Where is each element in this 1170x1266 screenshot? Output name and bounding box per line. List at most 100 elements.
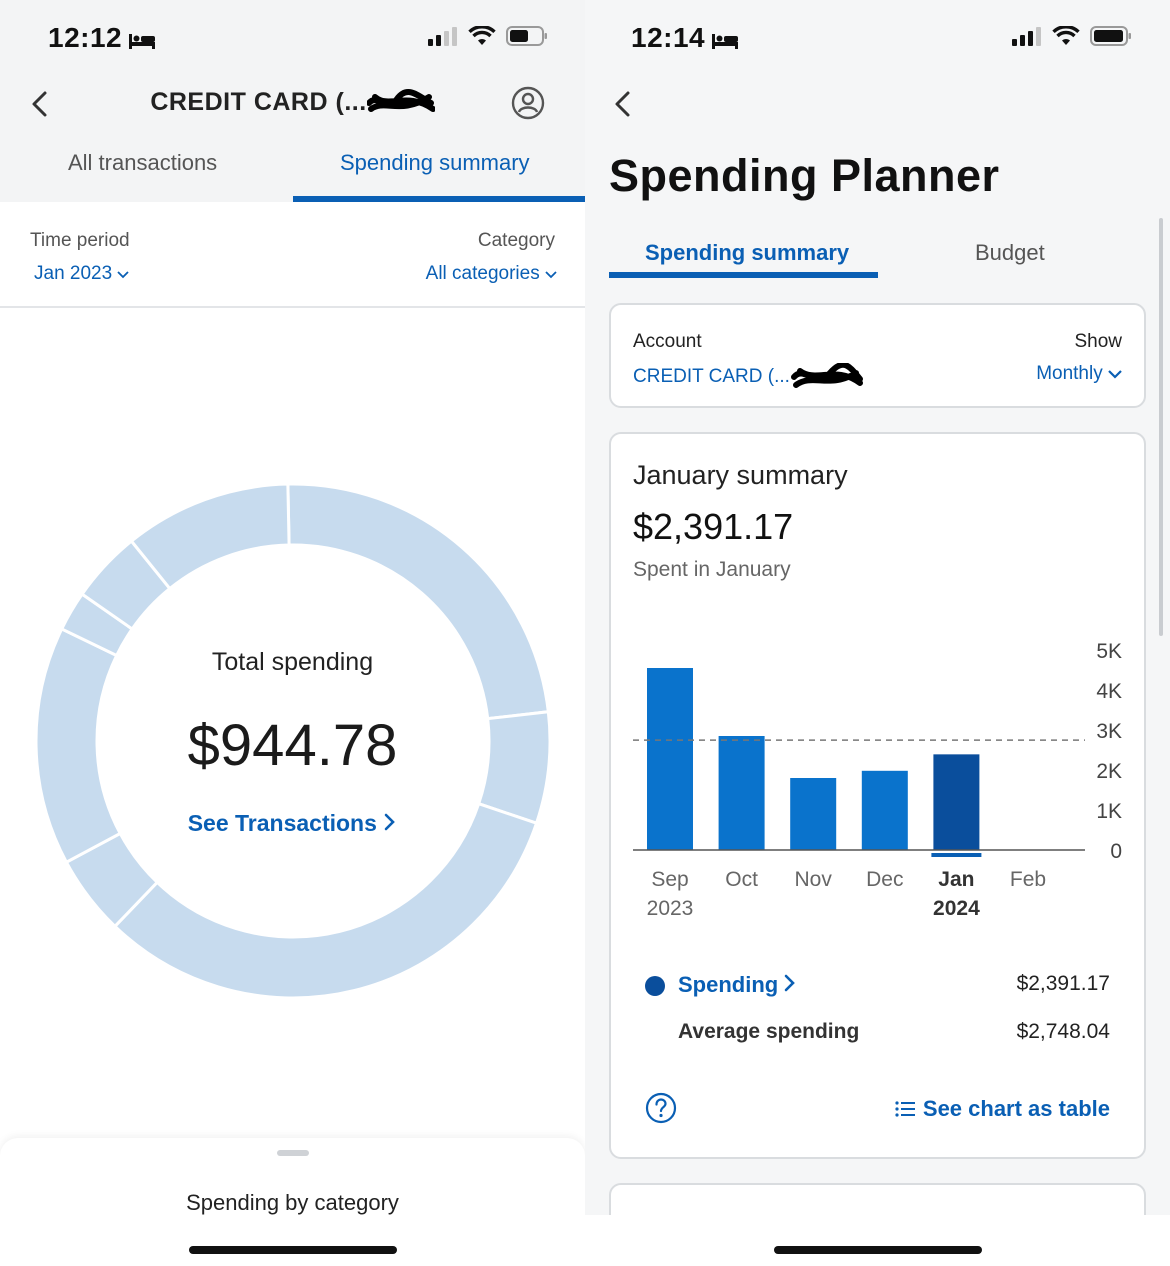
account-selector[interactable]: CREDIT CARD (... xyxy=(633,361,864,391)
see-chart-as-table-label: See chart as table xyxy=(922,1096,1110,1121)
home-indicator[interactable] xyxy=(189,1246,397,1254)
y-tick-label: 5K xyxy=(1096,640,1122,663)
status-time: 12:14 xyxy=(631,22,739,54)
battery-icon xyxy=(1090,26,1131,46)
page-title-text: CREDIT CARD (... xyxy=(150,88,367,116)
help-icon[interactable] xyxy=(645,1092,677,1124)
summary-card: January summary $2,391.17 Spent in Janua… xyxy=(609,432,1146,1159)
bar[interactable] xyxy=(647,668,693,850)
spending-link[interactable]: Spending xyxy=(678,972,796,998)
show-dropdown[interactable]: Monthly xyxy=(1036,363,1122,385)
spending-legend-dot xyxy=(645,976,665,996)
chevron-down-icon xyxy=(117,271,130,279)
time-period-label: Time period xyxy=(30,230,130,251)
status-bar: 12:14 xyxy=(585,0,1170,78)
spending-summary-screen: 12:12 CREDIT CARD (... All transactions … xyxy=(0,0,585,1266)
redacted-mark xyxy=(790,361,863,388)
cellular-signal-icon xyxy=(1012,27,1041,46)
monthly-spending-bar-chart: 0 1K 2K 3K 4K 5K Sep 2023 Oct Nov Dec Jan 2024 Feb xyxy=(633,640,1122,920)
status-time-text: 12:14 xyxy=(631,22,706,53)
selected-month-underline xyxy=(931,853,982,857)
wifi-icon xyxy=(1052,26,1080,45)
x-tick-label: Jan xyxy=(938,868,974,891)
status-time: 12:12 xyxy=(48,22,156,54)
active-tab-indicator xyxy=(609,272,878,278)
y-tick-label: 0 xyxy=(1110,840,1122,863)
spending-donut-chart xyxy=(34,482,552,1000)
chevron-right-icon xyxy=(384,813,396,831)
chevron-down-icon xyxy=(1108,370,1122,379)
x-tick-label: Feb xyxy=(1010,868,1046,891)
account-card: Account CREDIT CARD (... Show Monthly xyxy=(609,303,1146,408)
back-button[interactable] xyxy=(26,89,56,119)
status-time-text: 12:12 xyxy=(48,22,123,53)
summary-subtitle: Spent in January xyxy=(633,558,791,581)
back-button[interactable] xyxy=(609,89,639,119)
average-spending-value: $2,748.04 xyxy=(1016,1020,1110,1043)
active-tab-indicator xyxy=(293,196,585,202)
sheet-title: Spending by category xyxy=(186,1190,399,1215)
y-tick-label: 4K xyxy=(1096,680,1122,703)
bar[interactable] xyxy=(933,754,980,850)
see-transactions-link[interactable]: See Transactions xyxy=(0,810,585,837)
spending-value: $2,391.17 xyxy=(1016,972,1110,995)
summary-amount: $2,391.17 xyxy=(633,506,794,547)
page-title: Spending Planner xyxy=(609,150,1000,201)
total-spending-label: Total spending xyxy=(211,648,374,676)
total-spending-amount: $944.78 xyxy=(187,713,398,778)
status-icons xyxy=(1012,26,1132,46)
tab-spending-summary[interactable]: Spending summary xyxy=(645,240,850,265)
category-value: All categories xyxy=(425,263,540,284)
account-value: CREDIT CARD (... xyxy=(633,366,790,388)
see-transactions-label: See Transactions xyxy=(187,810,377,836)
show-value: Monthly xyxy=(1036,363,1103,384)
spending-legend-label: Spending xyxy=(678,972,779,997)
profile-icon[interactable] xyxy=(511,86,545,120)
account-label: Account xyxy=(633,331,702,352)
chevron-right-icon xyxy=(785,974,796,992)
sleep-icon xyxy=(712,33,739,49)
donut-segment[interactable] xyxy=(129,482,291,591)
chevron-down-icon xyxy=(545,271,557,279)
tab-budget[interactable]: Budget xyxy=(975,240,1045,265)
redacted-mark xyxy=(366,89,435,113)
bottom-safe-area xyxy=(585,1215,1170,1266)
cellular-signal-icon xyxy=(428,27,457,46)
summary-title: January summary xyxy=(633,460,848,490)
bar[interactable] xyxy=(861,770,908,850)
time-period-value: Jan 2023 xyxy=(34,263,113,284)
donut-segment[interactable] xyxy=(112,801,539,1000)
bar[interactable] xyxy=(718,736,765,850)
status-bar: 12:12 xyxy=(0,0,585,78)
x-tick-label: Sep xyxy=(651,868,688,891)
battery-icon xyxy=(506,26,547,46)
list-icon xyxy=(895,1101,915,1117)
sheet-drag-handle[interactable] xyxy=(277,1150,309,1156)
y-tick-label: 2K xyxy=(1096,760,1122,783)
scrollbar[interactable] xyxy=(1159,218,1163,636)
average-spending-label: Average spending xyxy=(678,1020,860,1043)
bar[interactable] xyxy=(790,778,837,850)
tab-spending-summary[interactable]: Spending summary xyxy=(340,150,530,175)
x-tick-sublabel: 2023 xyxy=(647,897,694,920)
y-tick-label: 1K xyxy=(1096,800,1122,823)
show-label: Show xyxy=(1074,331,1122,352)
x-tick-sublabel: 2024 xyxy=(933,897,980,920)
tab-all-transactions[interactable]: All transactions xyxy=(68,150,218,175)
y-tick-label: 3K xyxy=(1096,720,1122,743)
home-indicator[interactable] xyxy=(774,1246,982,1254)
sleep-icon xyxy=(129,33,156,49)
donut-segment[interactable] xyxy=(286,482,550,721)
spending-planner-screen: 12:14 Spending Planner Spending summary … xyxy=(585,0,1170,1266)
category-label: Category xyxy=(477,230,555,251)
category-dropdown[interactable]: All categories xyxy=(426,263,557,285)
see-chart-as-table-link[interactable]: See chart as table xyxy=(895,1096,1110,1122)
page-title: CREDIT CARD (... xyxy=(0,88,585,117)
wifi-icon xyxy=(468,26,496,45)
status-icons xyxy=(428,26,548,46)
time-period-dropdown[interactable]: Jan 2023 xyxy=(34,263,130,285)
x-tick-label: Oct xyxy=(725,868,758,891)
spending-by-category-sheet[interactable]: Spending by category xyxy=(0,1138,585,1266)
x-tick-label: Nov xyxy=(795,868,833,891)
x-tick-label: Dec xyxy=(866,868,903,891)
